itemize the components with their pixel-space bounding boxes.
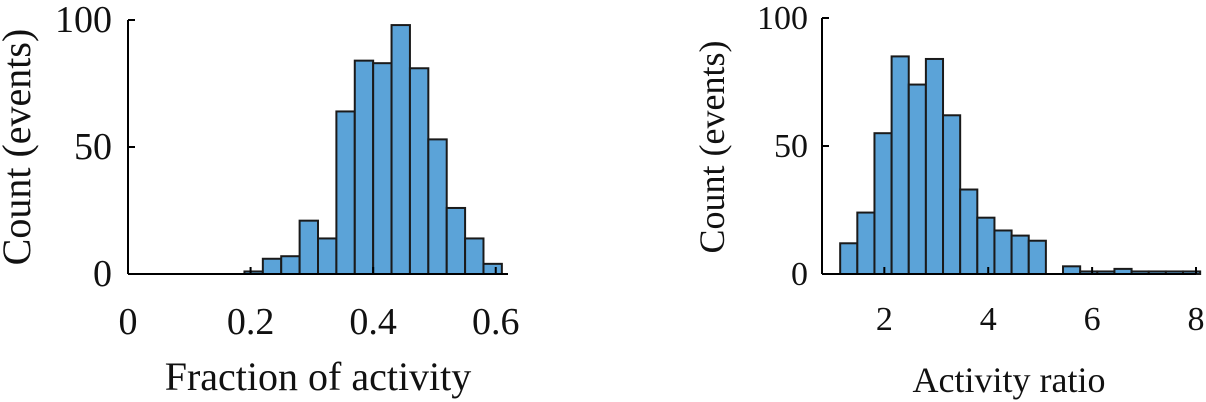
- x-tick-label: 2: [876, 301, 893, 338]
- histogram-bar: [976, 216, 996, 275]
- histogram-bar: [317, 237, 338, 276]
- x-tick-label: 6: [1084, 301, 1101, 338]
- histogram-bar: [1010, 234, 1030, 276]
- histogram-bar: [1027, 239, 1047, 275]
- x-tick-label: 0.6: [472, 301, 520, 343]
- x-tick-label: 0.2: [227, 301, 275, 343]
- histogram-bar: [993, 229, 1013, 275]
- histogram-bar: [959, 188, 979, 276]
- x-axis-label: Activity ratio: [913, 360, 1106, 400]
- histogram-bar: [280, 255, 301, 276]
- histogram-bar: [445, 206, 467, 276]
- x-tick-label: 0: [119, 301, 138, 343]
- histogram-bar: [261, 257, 283, 276]
- histogram-bar: [464, 237, 485, 276]
- histogram-bar: [372, 62, 393, 276]
- y-tick-label: 50: [774, 128, 808, 165]
- histogram-bar: [839, 242, 859, 275]
- y-tick-label: 50: [74, 126, 112, 168]
- right-histogram-panel: 0 50 100 2 4 6 8 Activity ratio Count (events): [692, 0, 1205, 400]
- x-tick-label: 4: [980, 301, 997, 338]
- histogram-bar: [482, 262, 503, 275]
- x-axis-label: Fraction of activity: [165, 354, 472, 399]
- histogram-bar: [298, 219, 320, 276]
- x-tick-label: 0.4: [349, 301, 397, 343]
- histogram-bar: [408, 67, 430, 276]
- histogram-bar: [873, 132, 893, 275]
- y-tick-label: 100: [55, 0, 112, 41]
- y-tick-label: 100: [757, 0, 808, 37]
- y-tick-label: 0: [791, 256, 808, 293]
- histogram-bar: [924, 57, 945, 275]
- histogram-bar: [907, 83, 927, 275]
- y-axis-label: Count (events): [692, 41, 732, 254]
- histogram-bar: [890, 55, 910, 276]
- histogram-bar: [856, 211, 876, 275]
- histogram-bar: [353, 59, 375, 275]
- histogram-bar: [942, 114, 962, 275]
- y-tick-label: 0: [93, 253, 112, 295]
- histogram-bar: [427, 138, 448, 275]
- histogram-bar: [335, 110, 356, 275]
- x-tick-label: 8: [1188, 301, 1205, 338]
- histogram-bar: [1062, 265, 1082, 276]
- histogram-bar: [390, 24, 411, 275]
- y-axis-label: Count (events): [0, 29, 39, 266]
